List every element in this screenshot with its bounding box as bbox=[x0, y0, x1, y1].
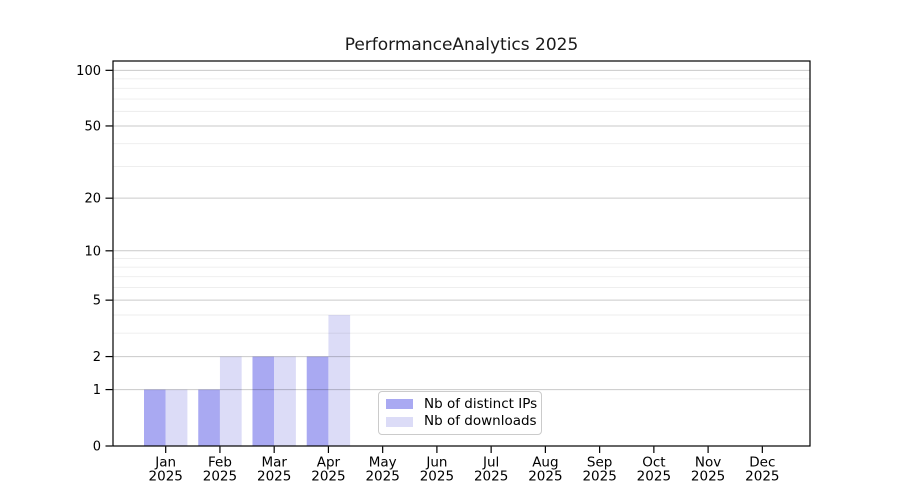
svg-text:2025: 2025 bbox=[474, 469, 508, 485]
svg-text:2025: 2025 bbox=[203, 469, 237, 485]
svg-text:Jan: Jan bbox=[154, 455, 176, 471]
svg-text:2025: 2025 bbox=[691, 469, 725, 485]
svg-text:Sep: Sep bbox=[587, 455, 612, 471]
svg-text:5: 5 bbox=[93, 294, 101, 309]
legend-swatch-distinct-ips bbox=[386, 399, 413, 410]
legend-item-downloads: Nb of downloads bbox=[386, 413, 541, 429]
svg-text:50: 50 bbox=[84, 119, 101, 134]
svg-text:2025: 2025 bbox=[365, 469, 399, 485]
svg-text:Feb: Feb bbox=[208, 455, 232, 471]
svg-text:Apr: Apr bbox=[317, 455, 341, 471]
legend-label-downloads: Nb of downloads bbox=[424, 413, 537, 429]
svg-text:Mar: Mar bbox=[261, 455, 287, 471]
legend-label-distinct-ips: Nb of distinct IPs bbox=[424, 395, 538, 412]
legend-item-distinct-ips: Nb of distinct IPs bbox=[386, 395, 541, 412]
svg-text:2025: 2025 bbox=[311, 469, 345, 485]
svg-text:2025: 2025 bbox=[745, 469, 779, 485]
svg-text:2025: 2025 bbox=[582, 469, 616, 485]
chart-title: PerformanceAnalytics 2025 bbox=[344, 35, 579, 55]
legend: Nb of distinct IPs Nb of downloads bbox=[378, 391, 542, 435]
svg-text:2025: 2025 bbox=[420, 469, 454, 485]
svg-text:2025: 2025 bbox=[528, 469, 562, 485]
svg-text:10: 10 bbox=[84, 244, 101, 259]
svg-text:1: 1 bbox=[93, 383, 101, 398]
svg-text:Aug: Aug bbox=[532, 455, 558, 471]
svg-text:Jul: Jul bbox=[482, 455, 499, 471]
svg-text:Oct: Oct bbox=[642, 455, 665, 471]
svg-text:100: 100 bbox=[76, 64, 101, 79]
svg-text:Dec: Dec bbox=[749, 455, 775, 471]
svg-text:2025: 2025 bbox=[149, 469, 183, 485]
svg-text:May: May bbox=[369, 455, 397, 471]
svg-text:Nov: Nov bbox=[695, 455, 721, 471]
svg-text:20: 20 bbox=[84, 192, 101, 207]
svg-text:Jun: Jun bbox=[425, 455, 447, 471]
legend-swatch-downloads bbox=[386, 416, 413, 427]
svg-text:2025: 2025 bbox=[257, 469, 291, 485]
svg-text:2: 2 bbox=[93, 350, 101, 365]
svg-text:2025: 2025 bbox=[637, 469, 671, 485]
svg-text:0: 0 bbox=[93, 440, 101, 455]
